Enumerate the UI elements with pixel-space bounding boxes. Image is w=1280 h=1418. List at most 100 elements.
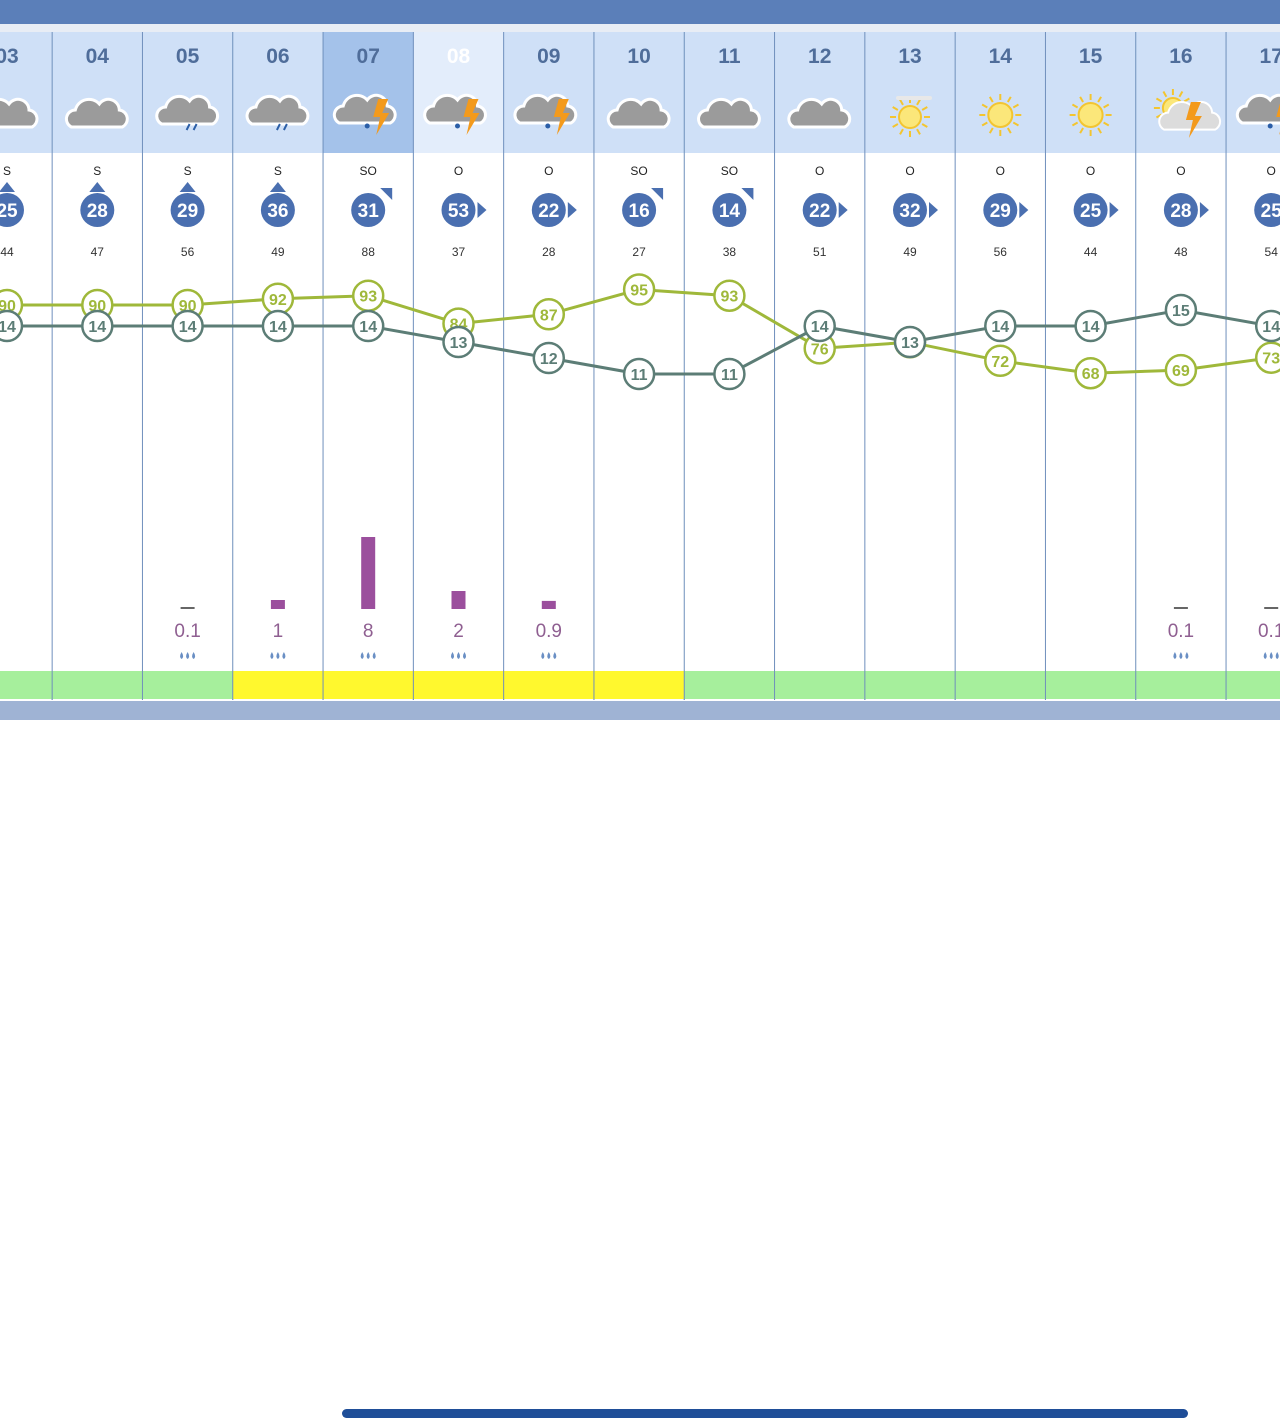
cloud-shape [245,94,310,126]
precipitation-value: 8 [363,621,374,642]
drop [186,652,190,659]
day-header-bg [1226,32,1280,153]
wind-speed: 22 [538,201,559,222]
temperature-point-marker [984,309,1017,343]
sun-ray [916,128,921,135]
day-column-05[interactable]: 05 [142,32,233,153]
rain-drop [1267,123,1273,129]
thunderstorm-icon [332,93,397,135]
sun-icon [979,94,1022,136]
wind-gust: 54 [1265,245,1279,259]
uv-index-cell [864,671,956,699]
day-column-10[interactable]: 10 [593,32,685,153]
day-column-08[interactable]: 08 [413,32,504,153]
temperature-point-label: 14 [1082,319,1100,336]
wind-arrow-right-icon [1109,202,1119,218]
wind-arrow-right-icon [477,202,487,218]
sun-ray [981,103,988,109]
drop [553,652,557,659]
wind-speed: 25 [1080,201,1102,222]
wind-speed: 14 [719,201,741,222]
precipitation-cell: 0.1 [1168,607,1194,659]
sun-ray [1183,97,1190,103]
temperature-point: 14 [984,309,1017,343]
wind-arrow-up-icon [269,182,286,192]
sun-ray [1162,91,1168,98]
wind-direction: SO [630,164,647,178]
day-column-17[interactable]: 17 [1226,32,1280,153]
uv-index-cell [52,671,143,699]
humidity-point: 72 [984,344,1017,378]
day-column-14[interactable]: 14 [955,32,1046,153]
precipitation-bar [270,600,285,609]
wind-cell-14: O 29 56 [983,164,1029,259]
cloud-rain-icon [155,94,220,131]
wind-direction: S [274,164,282,178]
humidity-point-label: 68 [1082,366,1100,383]
day-column-16[interactable]: 16 [1135,32,1227,153]
precipitation-value: 0.1 [174,621,200,642]
drop [192,652,196,659]
day-column-15[interactable]: 15 [1045,32,1136,153]
cloud-shape [787,97,852,129]
wind-speed: 25 [0,201,18,222]
temperature-point-marker [532,341,566,375]
day-column-04[interactable]: 04 [52,32,143,153]
temperature-point-marker [803,309,836,343]
sun-ray [1006,96,1012,103]
wind-direction: S [184,164,192,178]
day-column-12[interactable]: 12 [774,32,865,153]
cloud-shape [1235,93,1280,125]
sun-ray [899,128,904,135]
wind-direction: S [3,164,11,178]
precipitation-cell: 1 [270,600,286,659]
sun-ray [1079,127,1084,134]
wind-speed-badge [0,193,24,227]
cloudy-icon [606,97,671,129]
precipitation-bar [180,607,195,609]
drop [541,652,545,659]
uv-index-cell [232,671,324,699]
thunderstorm-icon [423,93,487,135]
cloud-shape [64,97,129,129]
day-number: 05 [176,45,200,68]
day-header-bg [774,32,865,153]
wind-gust: 49 [903,245,917,259]
wind-cell-16: O 28 48 [1163,164,1209,259]
scrollbar-thumb[interactable] [342,1409,1188,1418]
day-column-07[interactable]: 07 [323,32,414,153]
wind-speed-badge [802,193,837,227]
temperature-point-label: 15 [1172,303,1190,320]
temperature-point: 13 [893,325,927,359]
wind-arrow-right-icon [1199,202,1209,218]
cloudy-icon [697,97,761,129]
horizontal-scrollbar[interactable] [0,701,1280,1418]
wind-gust: 48 [1174,245,1188,259]
temperature-point: 14 [1074,309,1107,343]
day-column-11[interactable]: 11 [684,32,775,153]
sun-ray [1103,121,1110,127]
wind-gust: 56 [181,245,195,259]
sun-ray [1012,121,1019,127]
day-number: 11 [718,45,741,68]
humidity-point-label: 93 [359,289,377,306]
lightning-bolt [373,99,390,135]
day-column-09[interactable]: 09 [503,32,594,153]
wind-speed-badge [441,193,476,227]
day-column-13[interactable]: 13 [864,32,956,153]
day-header-bg [0,32,53,153]
sun-ray [1097,127,1102,134]
wind-arrow-right-icon [567,202,577,218]
humidity-point-marker [1164,353,1198,387]
sun-haze-icon [890,96,932,137]
temperature-point-label: 11 [631,367,648,384]
day-column-06[interactable]: 06 [232,32,324,153]
drop [547,652,551,659]
day-number: 14 [989,45,1013,68]
humidity-point: 68 [1074,356,1107,390]
wind-cell-10: SO 16 27 [622,164,664,259]
humidity-point-label: 72 [991,354,1009,371]
day-column-03[interactable]: 03 [0,32,53,153]
temperature-point-marker [81,309,114,343]
wind-gust: 44 [1084,245,1098,259]
